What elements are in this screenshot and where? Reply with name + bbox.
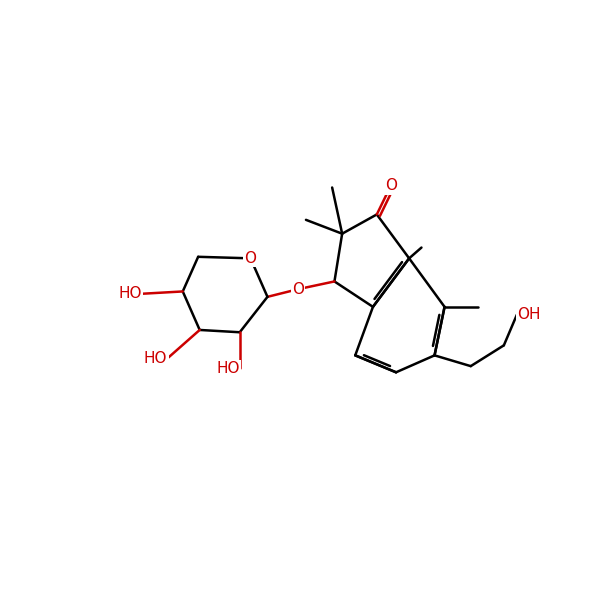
Text: HO: HO <box>144 351 167 366</box>
Text: HO: HO <box>216 361 240 376</box>
Text: O: O <box>385 178 397 193</box>
Text: O: O <box>292 281 304 296</box>
Text: OH: OH <box>517 307 541 322</box>
Text: HO: HO <box>118 286 142 301</box>
Text: O: O <box>245 251 257 266</box>
